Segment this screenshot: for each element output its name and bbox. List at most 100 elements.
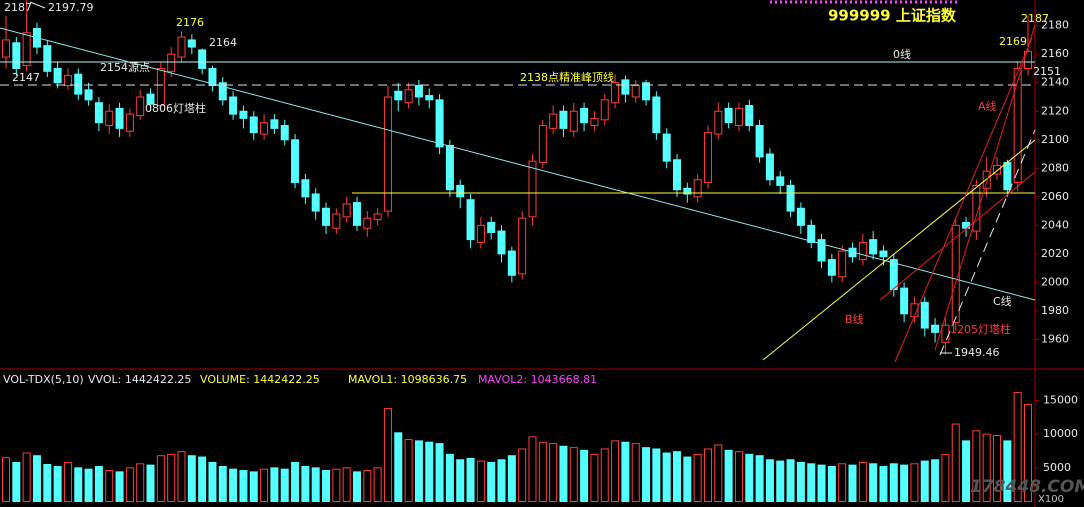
volume-bar (105, 470, 114, 503)
candle-body (249, 116, 258, 134)
y-tick-label: 2000 (1041, 275, 1069, 288)
candle-body (931, 324, 940, 333)
volume-bar (363, 470, 372, 503)
candle-body (569, 110, 578, 132)
candle-body (363, 217, 372, 229)
candle-body (466, 199, 475, 241)
candle-body (12, 42, 21, 69)
annotation: 2197.79 (48, 1, 94, 14)
candle-body (941, 324, 950, 343)
candle-body (332, 213, 341, 229)
volume-bar (280, 468, 289, 502)
candle-body (1013, 67, 1022, 184)
volume-bar (414, 440, 423, 503)
candle-body (920, 301, 929, 329)
volume-bar (12, 461, 21, 503)
y-tick-label: 2020 (1041, 247, 1069, 260)
volume-bar (291, 461, 300, 503)
volume-bar (383, 408, 392, 502)
volume-bar (322, 470, 331, 503)
candle-body (445, 144, 454, 191)
annotation: 2154源点 (100, 60, 150, 74)
candle-body (889, 259, 898, 291)
candle-body (136, 96, 145, 117)
annotation: 2176 (176, 16, 204, 29)
volume-bar (507, 455, 516, 503)
volume-bar (218, 465, 227, 503)
candle-body (125, 113, 134, 132)
volume-bar (43, 463, 52, 503)
candle-body (156, 67, 165, 107)
candle-body (456, 184, 465, 198)
volume-bar (776, 460, 785, 502)
volume-bar (311, 467, 320, 502)
volume-bar (910, 463, 919, 503)
candle-body (383, 96, 392, 212)
candle-body (580, 107, 589, 124)
candle-body (167, 53, 176, 72)
volume-bar (1013, 391, 1022, 502)
volume-unit: X100 (1038, 494, 1064, 505)
volume-bar (631, 443, 640, 502)
candle-body (1003, 162, 1012, 191)
volume-bar (301, 465, 310, 503)
volume-bar (445, 453, 454, 502)
candle-body (962, 222, 971, 229)
a-line (894, 37, 1033, 363)
volume-bar (342, 467, 351, 502)
candle-body (394, 90, 403, 101)
volume-bar (559, 445, 568, 502)
volume-bar (869, 463, 878, 503)
y-tick-label: 2100 (1041, 133, 1069, 146)
volume-bar (962, 440, 971, 503)
volume-bar (1024, 403, 1032, 502)
b-line (762, 139, 1036, 361)
volume-bar (260, 468, 269, 502)
volume-bar (993, 435, 1002, 502)
watermark: 178448.COM (970, 477, 1084, 497)
volume-bar (879, 465, 888, 503)
y-tick-label: 2140 (1041, 76, 1069, 89)
candle-body (518, 217, 527, 275)
annotation: 2138点精准峰顶线 (520, 70, 614, 84)
volume-bar (94, 465, 103, 503)
candle-body (786, 184, 795, 212)
volume-bar (136, 463, 145, 503)
volume-tick-label: 5000 (1043, 461, 1071, 474)
volume-bar (703, 448, 712, 503)
volume-bar (786, 459, 795, 503)
annotation: A线 (978, 99, 997, 113)
volume-bar (115, 471, 124, 502)
candle-body (611, 82, 620, 104)
candle-body (600, 99, 609, 121)
candle-body (280, 125, 289, 141)
candle-body (115, 107, 124, 129)
volume-bar (693, 453, 702, 502)
volume-bar (941, 453, 950, 502)
candle-body (796, 207, 805, 226)
volume-bar (84, 468, 93, 502)
candle-body (208, 67, 217, 87)
candle-body (414, 85, 423, 98)
candle-body (807, 224, 816, 243)
volume-bar (652, 448, 661, 503)
candle-body (74, 73, 83, 95)
volume-bar (518, 448, 527, 503)
annotation: 2147 (12, 71, 40, 84)
c-line (939, 129, 1036, 356)
candle-body (900, 287, 909, 315)
volume-bar (827, 465, 836, 503)
volume-bar (538, 441, 547, 503)
candle-body (817, 239, 826, 262)
volume-header-item: VOLUME: 1442422.25 (200, 373, 320, 386)
volume-bar (838, 463, 847, 503)
a-line-2 (934, 24, 1036, 351)
candle-body (352, 202, 361, 226)
candle-body (631, 85, 640, 98)
candle-body (972, 184, 981, 232)
volume-bar (425, 441, 434, 503)
volume-header-item: MAVOL2: 1043668.81 (478, 373, 597, 386)
candle-body (53, 67, 62, 84)
candle-body (724, 107, 733, 124)
